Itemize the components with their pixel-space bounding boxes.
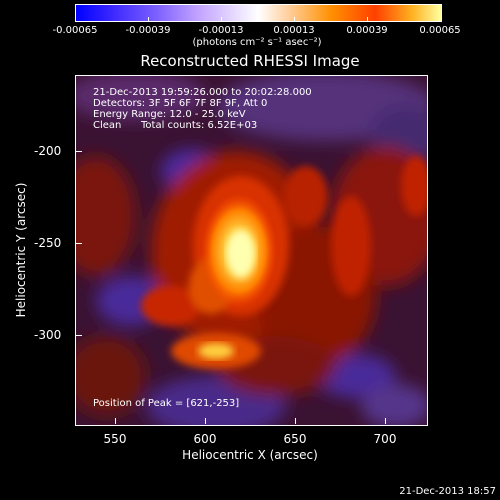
colorbar-tick-label: 0.00039 [346,25,388,36]
x-tick-label: 600 [193,432,217,446]
y-axis-title: Heliocentric Y (arcsec) [14,182,28,318]
timestamp-footer: 21-Dec-2013 18:57 [399,486,496,497]
x-tick-mark [115,418,116,424]
y-tick-mark [76,335,82,336]
rhessi-image-panel: 21-Dec-2013 19:59:26.000 to 20:02:28.000… [75,75,428,426]
colorbar-tick-label: -0.00065 [52,25,98,36]
x-tick-mark [295,418,296,424]
colorbar-tick-label: 0.00065 [419,25,461,36]
colorbar-tick-label: 0.00013 [273,25,315,36]
time-range-annotation: 21-Dec-2013 19:59:26.000 to 20:02:28.000 [93,87,312,98]
colorbar-tick-label: -0.00039 [125,25,171,36]
colorbar-tick-label: -0.00013 [198,25,244,36]
x-tick-label: 650 [283,432,307,446]
y-tick-label: -300 [34,328,62,342]
x-tick-label: 700 [373,432,397,446]
y-tick-mark [76,151,82,152]
peak-position-annotation: Position of Peak = [621,-253] [93,398,240,409]
x-tick-label: 550 [103,432,127,446]
colorbar [75,4,442,22]
detectors-annotation: Detectors: 3F 5F 6F 7F 8F 9F, Att 0 [93,98,268,109]
x-axis-title: Heliocentric X (arcsec) [182,448,318,462]
colorbar-units: (photons cm⁻² s⁻¹ asec⁻²) [192,37,322,48]
image-title: Reconstructed RHESSI Image [140,52,360,70]
energy-range-annotation: Energy Range: 12.0 - 25.0 keV [93,109,246,120]
rhessi-intensity-map [76,76,427,425]
x-tick-mark [385,418,386,424]
y-tick-label: -250 [34,236,62,250]
total-counts-annotation: Total counts: 6.52E+03 [141,120,258,131]
y-tick-label: -200 [34,144,62,158]
y-tick-mark [76,243,82,244]
clean-annotation: Clean [93,120,122,131]
x-tick-mark [205,418,206,424]
